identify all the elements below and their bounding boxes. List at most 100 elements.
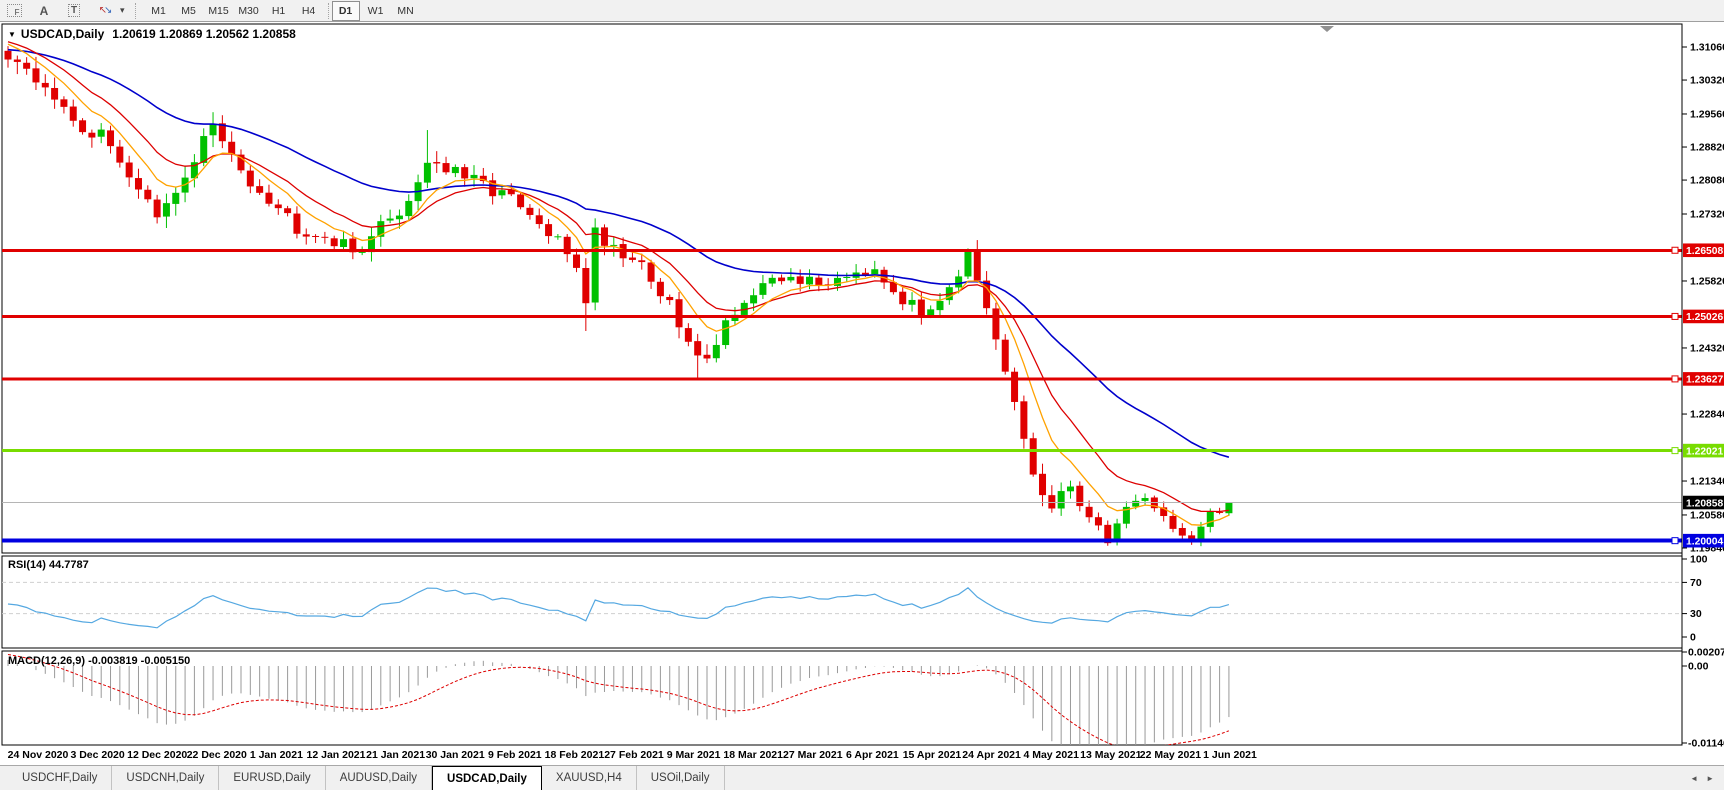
toolbar-separator <box>134 2 137 19</box>
candle-body <box>535 215 543 225</box>
timeframe-button-h4[interactable]: H4 <box>301 4 316 17</box>
hline-anchor[interactable] <box>1671 312 1679 320</box>
candle-body <box>1122 506 1130 524</box>
arrow-down-right-icon: ↘ <box>104 5 113 16</box>
price-tick-label: 1.27320 <box>1690 209 1724 221</box>
candle-body <box>1057 491 1065 509</box>
letter-t-icon: T <box>67 4 81 17</box>
price-badge <box>1683 443 1724 458</box>
text-tool-button[interactable]: T <box>64 2 84 20</box>
candle-body <box>367 236 375 253</box>
price-badge <box>1683 243 1724 258</box>
hline-anchor[interactable] <box>1671 246 1679 254</box>
chart-shift-marker-icon[interactable] <box>1320 26 1334 32</box>
date-tick-label: 18 Mar 2021 <box>723 749 783 761</box>
candle-body <box>563 236 571 255</box>
tab-scroll-right-icon[interactable]: ► <box>1706 773 1714 783</box>
timeframe-button-m15[interactable]: M15 <box>208 4 229 17</box>
candle-body <box>79 120 87 133</box>
tab-scroll-left-icon[interactable]: ◄ <box>1690 773 1699 783</box>
macd-indicator-label: MACD(12,26,9) -0.003819 -0.005150 <box>8 655 191 667</box>
candle-body <box>498 190 506 196</box>
candle-body <box>1160 507 1168 517</box>
candle-body <box>358 251 366 253</box>
arrows-dropdown-caret-icon[interactable]: ▾ <box>120 5 125 15</box>
candle-body <box>218 123 226 142</box>
fibonacci-grid-icon: F <box>6 4 22 17</box>
rsi-tick-label: 70 <box>1690 577 1702 589</box>
price-tick-label: 1.20580 <box>1690 509 1724 521</box>
chart-canvas[interactable]: 1.31060 1.30320 1.29560 1.28820 1.28080 1.273… <box>0 22 1724 765</box>
price-tick-label: 1.29560 <box>1690 108 1724 120</box>
date-tick-label: 6 Apr 2021 <box>846 749 899 761</box>
tab-usdchf[interactable]: USDCHF,Daily <box>8 766 113 790</box>
candle-body <box>638 260 646 263</box>
date-tick-label: 12 Jan 2021 <box>307 749 366 761</box>
date-tick-label: 21 Jan 2021 <box>366 749 425 761</box>
rsi-tick-label: 30 <box>1690 608 1702 620</box>
tab-eurusd[interactable]: EURUSD,Daily <box>219 766 326 790</box>
date-tick-label: 1 Jun 2021 <box>1203 749 1257 761</box>
price-badge <box>1683 372 1724 386</box>
candle-body <box>312 235 320 237</box>
macd-histogram <box>7 660 1230 745</box>
timeframe-button-h1[interactable]: H1 <box>271 4 286 17</box>
price-badge <box>1683 533 1724 548</box>
timeframe-button-w1[interactable]: W1 <box>367 4 384 17</box>
tab-audusd[interactable]: AUDUSD,Daily <box>326 766 433 790</box>
candle-body <box>768 277 776 284</box>
date-tick-label: 30 Jan 2021 <box>426 749 485 761</box>
candle-body <box>843 277 851 279</box>
candle-body <box>1029 438 1037 475</box>
price-tick-label: 1.28820 <box>1690 142 1724 154</box>
chart-title-symbol: USDCAD,Daily <box>20 27 105 41</box>
candle-body <box>340 239 348 247</box>
date-tick-label: 9 Mar 2021 <box>667 749 721 761</box>
candle-body <box>889 282 897 293</box>
tab-xauusd[interactable]: XAUUSD,H4 <box>542 766 637 790</box>
hline-anchor[interactable] <box>1671 375 1679 383</box>
price-tick-label: 1.22840 <box>1690 409 1724 421</box>
timeframe-button-m5[interactable]: M5 <box>181 4 196 17</box>
price-tick-label: 1.28080 <box>1690 175 1724 187</box>
candle-body <box>470 174 478 179</box>
candle-body <box>1197 526 1205 542</box>
candle-body <box>330 238 338 247</box>
candle-body <box>806 276 814 285</box>
chart-workspace: 1.31060 1.30320 1.29560 1.28820 1.28080 1.273… <box>0 22 1724 765</box>
timeframe-button-mn[interactable]: MN <box>397 4 414 17</box>
chart-collapse-icon[interactable]: ▼ <box>8 30 16 39</box>
hline-anchor[interactable] <box>1671 537 1679 545</box>
price-badge-label: 1.23627 <box>1686 375 1723 386</box>
candle-body <box>628 257 636 260</box>
timeframe-buttons-group: M1 M5 M15 M30 H1 H4 D1 W1 MN <box>144 0 421 22</box>
candle-body <box>778 277 786 282</box>
candle-body <box>675 299 683 328</box>
symbol-tab-bar: USDCHF,Daily USDCNH,Daily EURUSD,Daily AUDU… <box>0 765 1724 790</box>
fibonacci-tool-button[interactable]: F <box>4 2 24 20</box>
candle-body <box>1020 401 1028 439</box>
timeframe-button-d1[interactable]: D1 <box>327 0 360 21</box>
timeframe-button-m1[interactable]: M1 <box>151 4 166 17</box>
candle-body <box>927 309 935 317</box>
candle-body <box>1188 535 1196 542</box>
rsi-panel <box>1 555 1683 649</box>
tab-usdcnh[interactable]: USDCNH,Daily <box>112 766 220 790</box>
candle-body <box>517 194 525 208</box>
tab-usdcad[interactable]: USDCAD,Daily <box>432 766 542 790</box>
candle-body <box>461 167 469 179</box>
timeframe-button-m30[interactable]: M30 <box>238 4 259 17</box>
candle-body <box>861 272 869 275</box>
moving-average-34 <box>7 48 1230 458</box>
candle-body <box>97 129 105 137</box>
text-label-tool-button[interactable]: A <box>34 2 54 20</box>
candle-body <box>13 59 21 62</box>
candle-body <box>60 99 68 107</box>
tab-usoil[interactable]: USOil,Daily <box>637 766 725 790</box>
candle-body <box>1113 523 1121 543</box>
hline-anchor[interactable] <box>1671 447 1679 455</box>
rsi-tick-label: 0 <box>1690 632 1696 644</box>
price-tick-label: 1.24320 <box>1690 342 1724 354</box>
arrows-tool-button[interactable]: ↖ ↘ <box>94 2 114 20</box>
candle-body <box>740 302 748 315</box>
